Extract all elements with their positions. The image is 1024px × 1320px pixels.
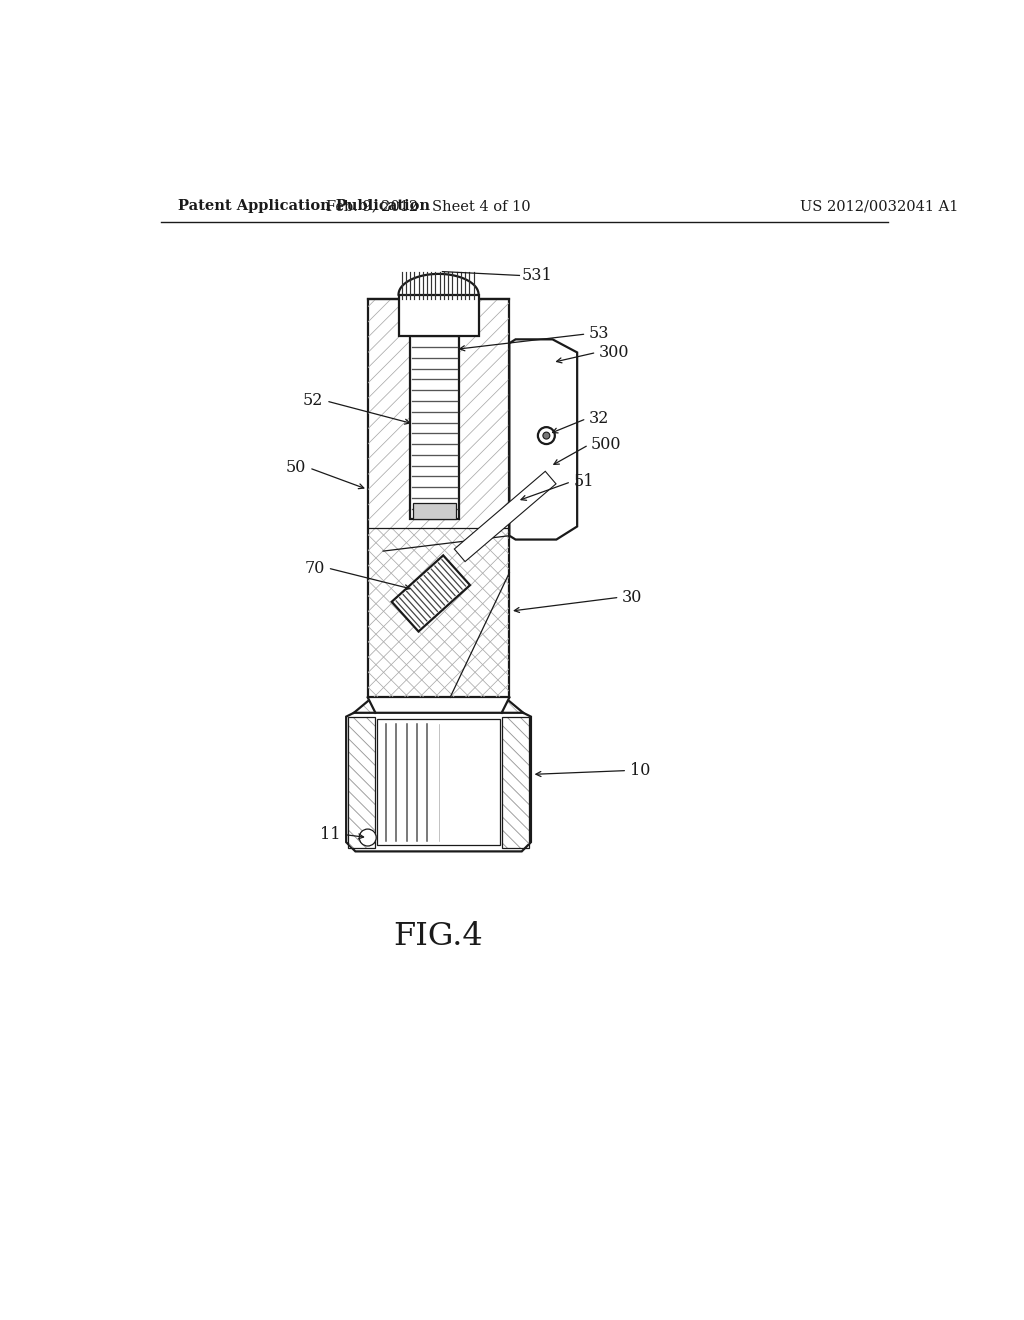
Bar — [392, 556, 470, 631]
Text: 30: 30 — [622, 589, 642, 606]
Text: Feb. 9, 2012   Sheet 4 of 10: Feb. 9, 2012 Sheet 4 of 10 — [327, 199, 530, 213]
Text: US 2012/0032041 A1: US 2012/0032041 A1 — [801, 199, 958, 213]
Bar — [398, 294, 478, 335]
Text: 51: 51 — [573, 474, 594, 490]
Text: 52: 52 — [303, 392, 323, 409]
Text: 32: 32 — [589, 411, 609, 428]
Circle shape — [543, 432, 550, 440]
Polygon shape — [346, 713, 531, 851]
Text: 70: 70 — [304, 560, 325, 577]
Bar — [413, 503, 457, 519]
Polygon shape — [509, 339, 578, 540]
Text: 531: 531 — [521, 267, 553, 284]
Polygon shape — [455, 473, 555, 561]
Text: 11: 11 — [319, 826, 340, 843]
Text: 10: 10 — [630, 762, 650, 779]
Text: FIG.4: FIG.4 — [393, 920, 483, 952]
Bar — [377, 719, 500, 845]
Polygon shape — [455, 473, 555, 561]
Circle shape — [538, 428, 555, 444]
Bar — [410, 308, 460, 519]
Text: 500: 500 — [591, 437, 622, 453]
Circle shape — [359, 829, 376, 846]
Text: 300: 300 — [599, 345, 629, 360]
Text: 53: 53 — [589, 326, 609, 342]
Text: Patent Application Publication: Patent Application Publication — [178, 199, 430, 213]
Bar — [368, 300, 509, 697]
Text: 50: 50 — [286, 459, 306, 477]
Ellipse shape — [398, 273, 478, 315]
